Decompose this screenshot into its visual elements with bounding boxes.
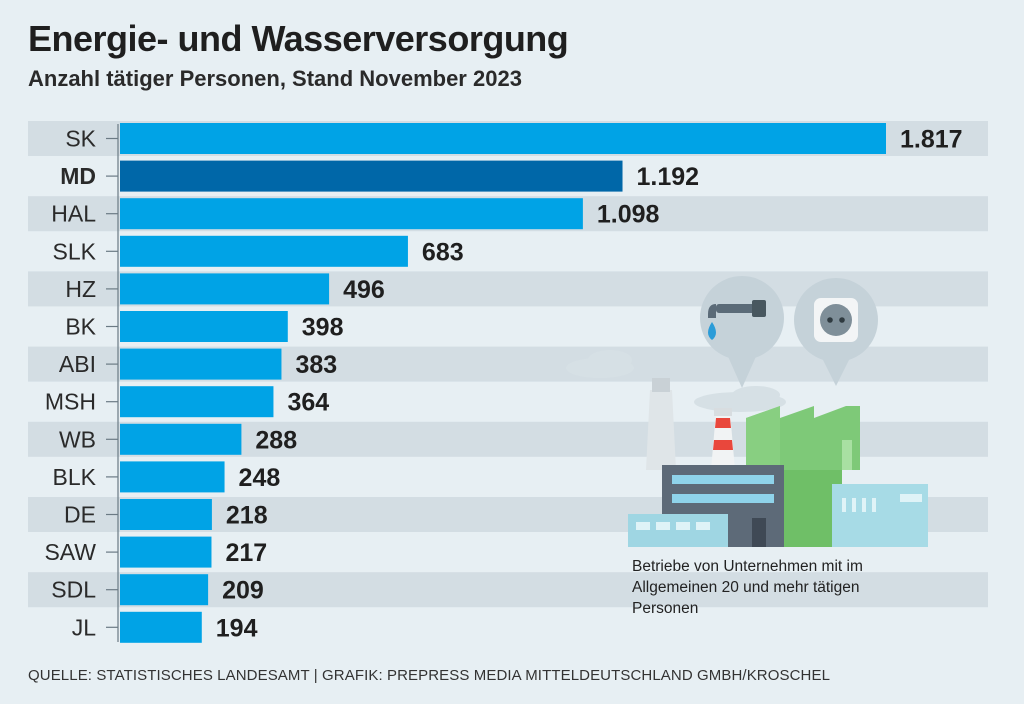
chart-title: Energie- und Wasserversorgung <box>28 18 569 59</box>
bar-md <box>120 160 623 192</box>
category-label: HZ <box>65 276 96 302</box>
value-label: 496 <box>343 276 385 304</box>
value-label: 218 <box>226 502 268 530</box>
power-socket-icon <box>794 278 878 386</box>
bar-bk <box>120 311 288 342</box>
bar-saw <box>120 536 212 568</box>
category-labels: SK MD HAL SLK HZ BK ABI MSH WB BLK DE SAW SDL JL <box>44 126 96 641</box>
value-label: 398 <box>302 314 344 342</box>
value-label: 364 <box>287 389 329 417</box>
water-tap-icon <box>700 276 784 388</box>
bars <box>120 123 886 643</box>
bar-abi <box>120 348 282 380</box>
cloud-icon <box>566 350 786 412</box>
y-axis-ticks <box>106 137 118 628</box>
value-label: 217 <box>225 539 267 567</box>
value-label: 248 <box>239 464 281 492</box>
category-label: WB <box>59 426 96 452</box>
category-label: HAL <box>51 201 96 227</box>
bar-sk <box>120 123 886 154</box>
category-label: MSH <box>45 389 96 415</box>
category-label: JL <box>72 614 97 640</box>
value-label: 1.192 <box>637 163 700 191</box>
chart-subtitle: Anzahl tätiger Personen, Stand November … <box>28 66 522 91</box>
bar-msh <box>120 386 274 418</box>
infrastructure-illustration <box>566 276 928 547</box>
category-label: BK <box>65 314 96 340</box>
value-label: 1.817 <box>900 126 963 154</box>
bar-slk <box>120 235 408 267</box>
category-label: DE <box>64 502 96 528</box>
bar-hal <box>120 198 583 230</box>
bar-sdl <box>120 574 209 606</box>
bar-hz <box>120 273 330 305</box>
category-label: MD <box>60 163 96 189</box>
category-label: SK <box>65 126 96 152</box>
bar-wb <box>120 423 242 455</box>
value-label: 383 <box>295 351 337 379</box>
value-label: 194 <box>216 614 258 642</box>
footnote: Betriebe von Unternehmen mit im Allgemei… <box>632 558 863 617</box>
category-label: SDL <box>51 577 96 603</box>
value-label: 209 <box>222 577 264 605</box>
source-line: QUELLE: STATISTISCHES LANDESAMT | GRAFIK… <box>28 667 831 684</box>
factory-icon <box>628 378 928 547</box>
value-label: 288 <box>255 426 297 454</box>
value-label: 1.098 <box>597 201 660 229</box>
category-label: SAW <box>44 539 96 565</box>
bar-de <box>120 499 212 530</box>
category-label: SLK <box>53 238 97 264</box>
bar-blk <box>120 461 225 493</box>
value-labels: 1.817 1.192 1.098 683 496 398 383 364 288 248 218 2… <box>216 126 963 643</box>
value-label: 683 <box>422 238 464 266</box>
category-label: ABI <box>59 351 96 377</box>
category-label: BLK <box>53 464 97 490</box>
bar-jl <box>120 611 202 643</box>
